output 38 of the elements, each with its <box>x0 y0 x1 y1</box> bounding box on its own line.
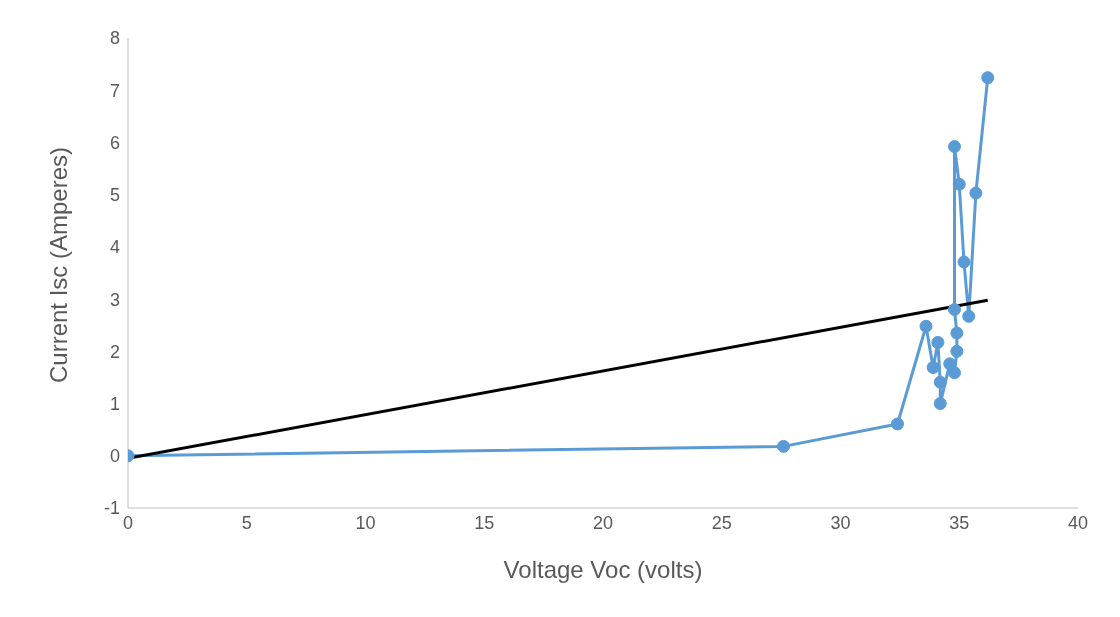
x-axis-title: Voltage Voc (volts) <box>503 556 703 583</box>
point <box>950 326 964 340</box>
y-tick-label: 1 <box>109 393 120 414</box>
point <box>952 177 966 191</box>
point <box>948 140 961 154</box>
x-tick-label: 25 <box>711 512 732 533</box>
y-tick-label: 2 <box>109 341 120 362</box>
point <box>891 417 904 431</box>
y-tick-label: 4 <box>109 237 120 258</box>
point <box>933 397 947 411</box>
x-tick-label: 5 <box>241 512 252 533</box>
point <box>919 319 933 333</box>
x-tick-label: 0 <box>122 512 134 533</box>
point <box>962 309 976 323</box>
x-tick-label: 40 <box>1067 512 1089 533</box>
y-tick-label: -1 <box>103 498 120 519</box>
point <box>931 335 945 349</box>
point <box>948 303 961 317</box>
point <box>777 439 790 453</box>
point <box>926 361 940 375</box>
point <box>969 186 983 200</box>
point <box>981 71 995 85</box>
x-tick-label: 10 <box>355 512 376 533</box>
y-tick-label: 0 <box>109 446 120 467</box>
point <box>948 366 961 380</box>
y-tick-label: 5 <box>109 185 120 206</box>
y-tick-label: 7 <box>109 80 120 101</box>
point <box>957 255 971 269</box>
x-tick-label: 15 <box>474 512 495 533</box>
point <box>933 375 947 389</box>
y-tick-label: 8 <box>109 28 120 49</box>
x-tick-label: 30 <box>830 512 851 533</box>
y-tick-label: 3 <box>109 289 120 310</box>
x-tick-label: 35 <box>949 512 970 533</box>
y-axis-title: Current Isc (Amperes) <box>44 146 72 383</box>
x-tick-label: 20 <box>592 512 614 533</box>
point <box>950 344 964 358</box>
y-tick-label: 6 <box>109 132 120 153</box>
